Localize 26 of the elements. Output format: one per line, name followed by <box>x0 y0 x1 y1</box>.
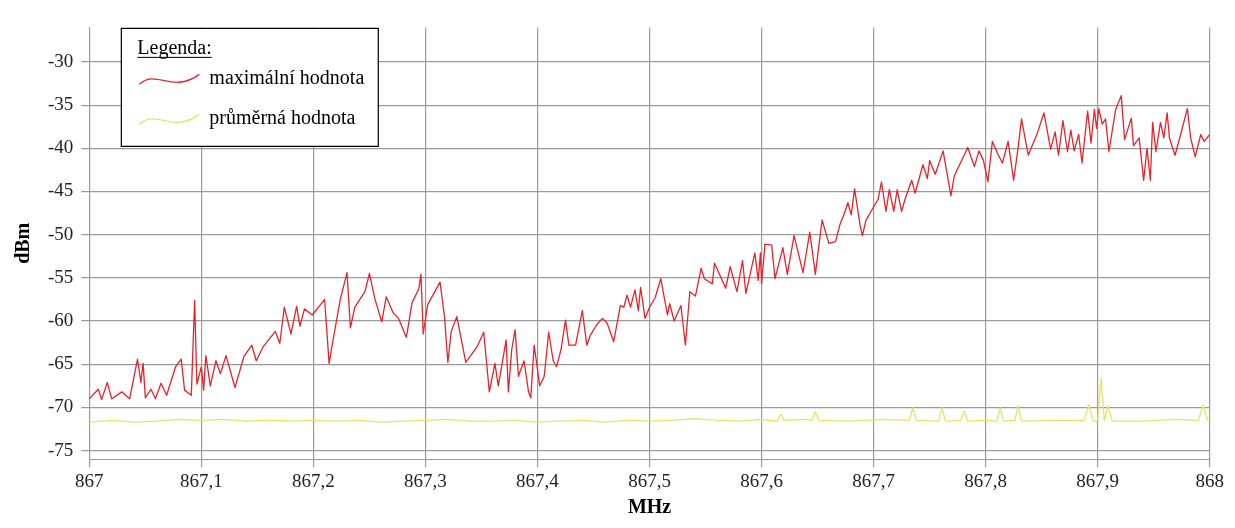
y-tick-label: -40 <box>48 136 74 158</box>
x-tick-label: 867,4 <box>516 469 560 491</box>
x-tick-label: 867,3 <box>404 469 447 491</box>
x-tick-label: 867 <box>75 469 104 491</box>
x-tick-label: 867,2 <box>292 469 335 491</box>
y-tick-label: -45 <box>48 179 74 201</box>
x-tick-label: 867,8 <box>964 469 1008 491</box>
y-axis-title: dBm <box>11 222 34 264</box>
y-tick-label: -60 <box>48 309 74 331</box>
y-tick-label: -55 <box>48 265 74 287</box>
y-tick-label: -50 <box>48 222 74 244</box>
x-axis-title: MHz <box>627 495 672 518</box>
x-tick-label: 867,6 <box>740 469 783 491</box>
y-tick-label: -70 <box>48 395 74 417</box>
x-tick-label: 867,1 <box>179 469 223 491</box>
legend-label: maximální hodnota <box>209 65 365 88</box>
y-tick-label: -75 <box>48 438 74 460</box>
legend-label: průměrná hodnota <box>209 105 356 129</box>
x-tick-label: 867,5 <box>628 469 671 491</box>
x-tick-label: 867,9 <box>1076 469 1120 491</box>
legend-title: Legenda: <box>137 36 212 60</box>
y-tick-label: -35 <box>48 93 74 115</box>
y-tick-label: -65 <box>48 352 74 374</box>
y-tick-label: -30 <box>48 49 74 71</box>
x-tick-label: 868 <box>1195 469 1224 491</box>
x-tick-label: 867,7 <box>852 469 895 491</box>
